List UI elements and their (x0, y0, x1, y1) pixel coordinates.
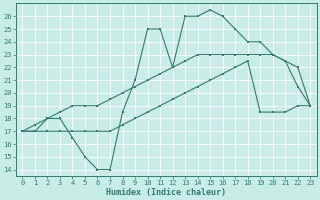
X-axis label: Humidex (Indice chaleur): Humidex (Indice chaleur) (106, 188, 226, 197)
